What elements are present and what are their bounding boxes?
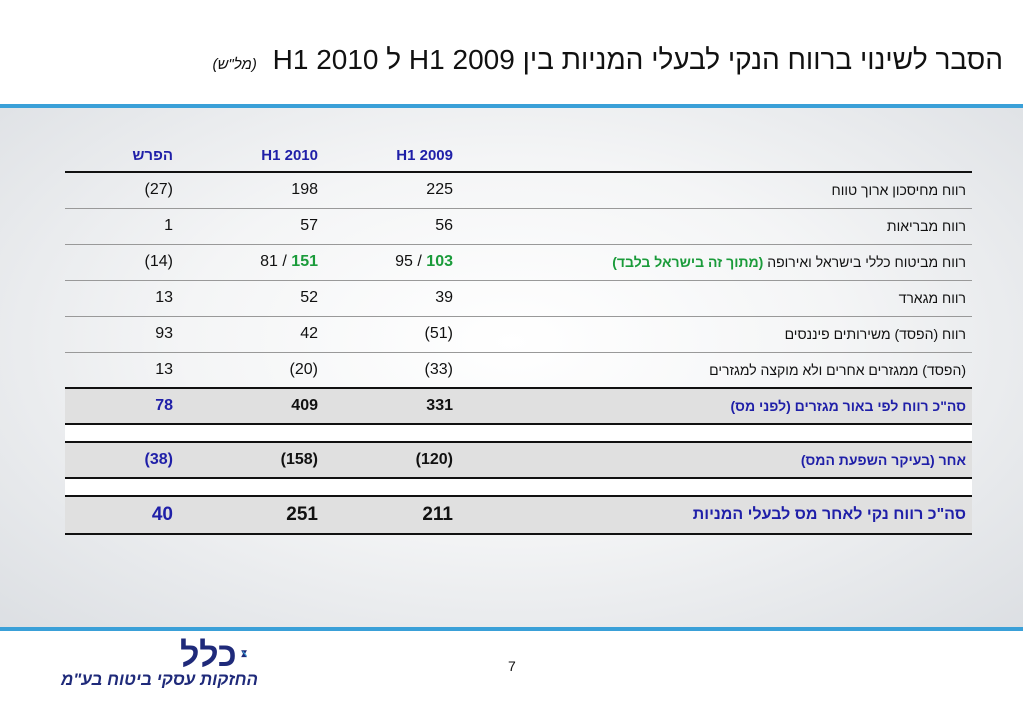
cell-diff: 13 xyxy=(65,280,175,317)
table-row: (27) 198 225 רווח מחיסכון ארוך טווח xyxy=(65,172,972,209)
cell-h2010: (158) xyxy=(175,441,320,479)
title-main: הסבר לשינוי ברווח הנקי לבעלי המניות בין … xyxy=(272,44,1003,75)
cell-diff: 13 xyxy=(65,352,175,389)
row-label: רווח מבריאות xyxy=(455,208,972,245)
table-row: 13 52 39 רווח מגארד xyxy=(65,280,972,317)
cell-diff: 1 xyxy=(65,208,175,245)
row-label: רווח (הפסד) משירותים פיננסים xyxy=(455,316,972,353)
row-label: אחר (בעיקר השפעת המס) xyxy=(455,441,972,479)
cell-h2010: 251 xyxy=(175,495,320,535)
cell-h2009-israel: 103 xyxy=(426,253,453,270)
other-row: (38) (158) (120) אחר (בעיקר השפעת המס) xyxy=(65,441,972,479)
total-pretax-row: 78 409 331 סה"כ רווח לפי באור מגזרים (לפ… xyxy=(65,388,972,425)
row-label: רווח מביטוח כללי בישראל ואירופה (מתוך זה… xyxy=(455,244,972,281)
profit-table: הפרש H1 2010 H1 2009 (27) 198 225 רווח מ… xyxy=(65,140,972,535)
cell-diff: 40 xyxy=(65,495,175,535)
row-label: (הפסד) ממגזרים אחרים ולא מוקצה למגזרים xyxy=(455,352,972,389)
cell-diff: (38) xyxy=(65,441,175,479)
table-row: 93 42 (51) רווח (הפסד) משירותים פיננסים xyxy=(65,316,972,353)
logo-name: כלל xyxy=(180,636,237,674)
page-title: הסבר לשינוי ברווח הנקי לבעלי המניות בין … xyxy=(212,44,1003,76)
header-label xyxy=(455,140,972,173)
title-unit: (מל"ש) xyxy=(212,56,257,73)
cell-diff: 78 xyxy=(65,388,175,425)
header-h2010: H1 2010 xyxy=(175,140,320,173)
table-row: (14) 81 / 151 95 / 103 רווח מביטוח כללי … xyxy=(65,244,972,281)
cell-h2010: (20) xyxy=(175,352,320,389)
bottom-divider xyxy=(0,627,1023,631)
cell-diff: 93 xyxy=(65,316,175,353)
logo-subtitle: החזקות עסקי ביטוח בע"מ xyxy=(60,670,258,689)
cell-h2010: 42 xyxy=(175,316,320,353)
cell-h2010: 81 / 151 xyxy=(175,244,320,281)
cell-h2010: 409 xyxy=(175,388,320,425)
header-diff: הפרש xyxy=(65,140,175,173)
cell-h2010-total: 81 xyxy=(260,253,278,270)
cell-diff: (27) xyxy=(65,172,175,209)
row-label: רווח מגארד xyxy=(455,280,972,317)
row-label: סה"כ רווח לפי באור מגזרים (לפני מס) xyxy=(455,388,972,425)
cell-h2009: 56 xyxy=(320,208,455,245)
table-header-row: הפרש H1 2010 H1 2009 xyxy=(65,140,972,173)
footer xyxy=(0,631,1023,708)
spacer-row xyxy=(65,478,972,496)
cell-h2009: (51) xyxy=(320,316,455,353)
cell-h2009: 39 xyxy=(320,280,455,317)
cell-h2009: (120) xyxy=(320,441,455,479)
page-number: 7 xyxy=(508,658,516,674)
cell-h2010: 198 xyxy=(175,172,320,209)
net-profit-row: 40 251 211 סה"כ רווח נקי לאחר מס לבעלי ה… xyxy=(65,495,972,535)
clal-logo-icon xyxy=(241,650,247,658)
row-label-text: רווח מביטוח כללי בישראל ואירופה xyxy=(767,254,966,270)
cell-h2009: (33) xyxy=(320,352,455,389)
cell-h2009: 331 xyxy=(320,388,455,425)
cell-h2009: 95 / 103 xyxy=(320,244,455,281)
cell-h2009: 225 xyxy=(320,172,455,209)
row-label-note: (מתוך זה בישראל בלבד) xyxy=(612,254,764,270)
cell-h2010: 57 xyxy=(175,208,320,245)
title-area: הסבר לשינוי ברווח הנקי לבעלי המניות בין … xyxy=(0,0,1023,104)
cell-h2010-israel: 151 xyxy=(291,253,318,270)
cell-h2009: 211 xyxy=(320,495,455,535)
table-row: 13 (20) (33) (הפסד) ממגזרים אחרים ולא מו… xyxy=(65,352,972,389)
cell-diff: (14) xyxy=(65,244,175,281)
top-divider xyxy=(0,104,1023,108)
header-h2009: H1 2009 xyxy=(320,140,455,173)
table-row: 1 57 56 רווח מבריאות xyxy=(65,208,972,245)
cell-h2009-total: 95 xyxy=(395,253,413,270)
row-label: רווח מחיסכון ארוך טווח xyxy=(455,172,972,209)
cell-h2010: 52 xyxy=(175,280,320,317)
row-label: סה"כ רווח נקי לאחר מס לבעלי המניות xyxy=(455,495,972,535)
spacer-row xyxy=(65,424,972,442)
